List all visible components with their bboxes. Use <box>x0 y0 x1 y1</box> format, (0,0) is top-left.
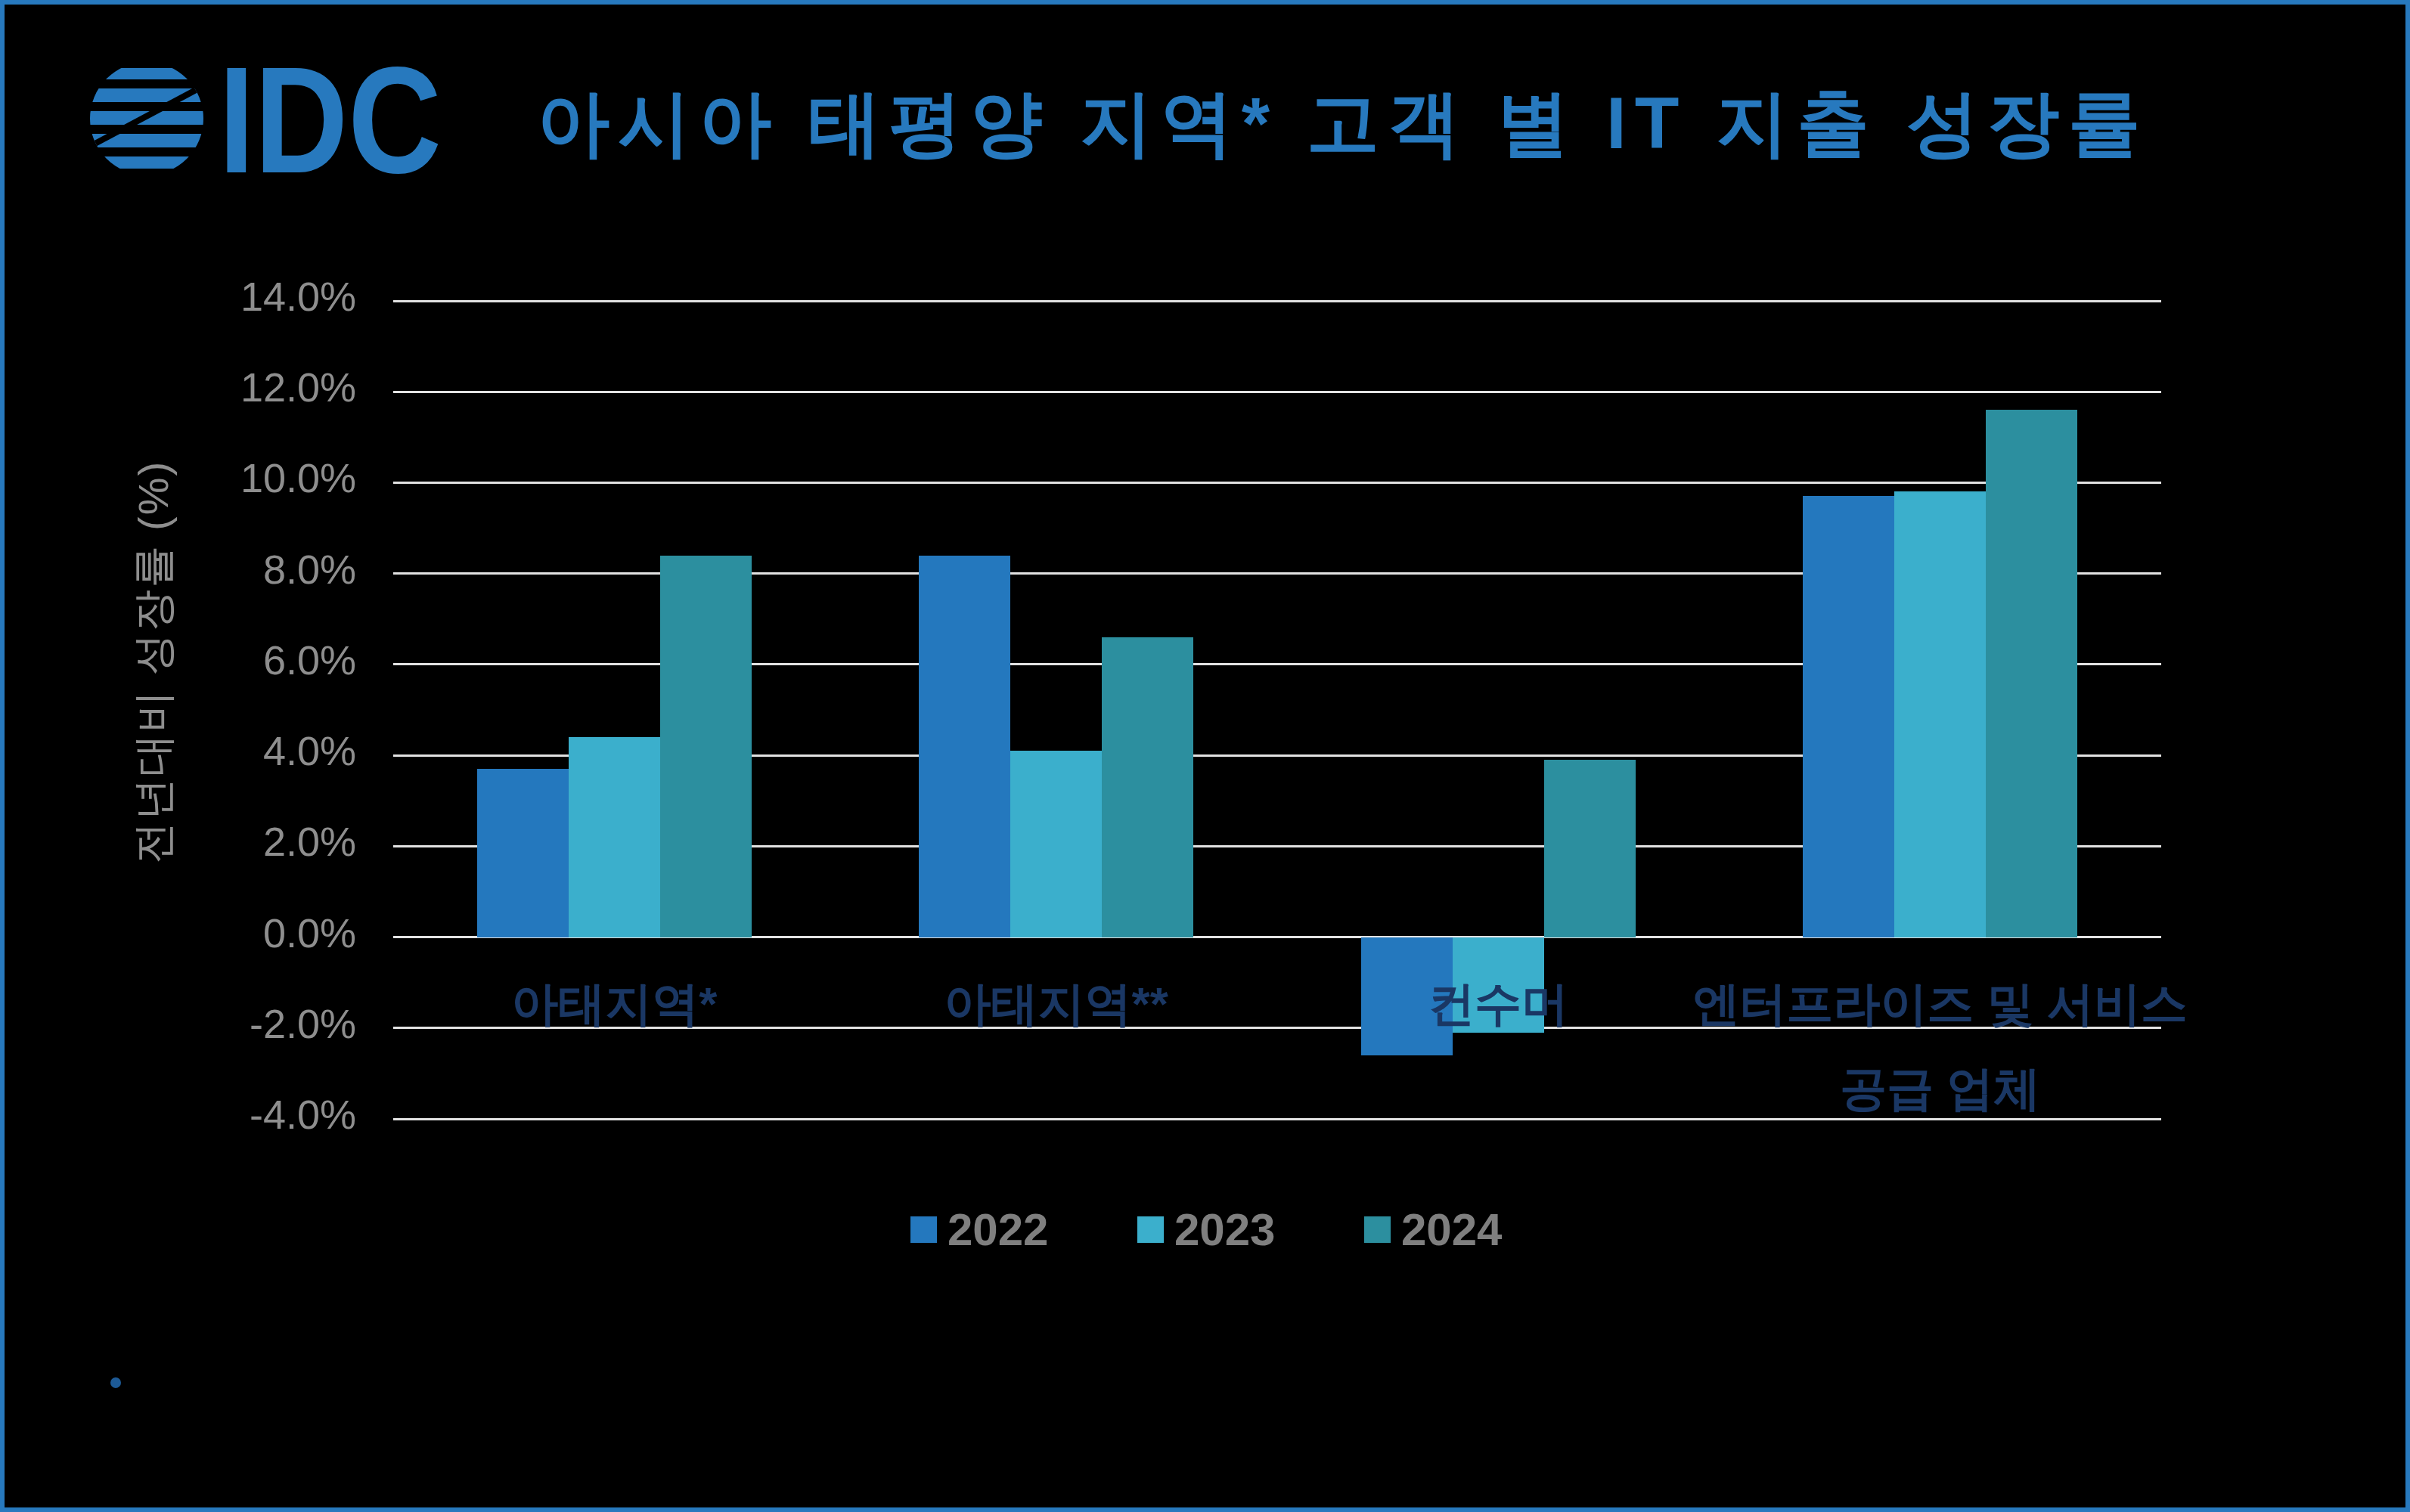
legend-label: 2023 <box>1174 1204 1275 1256</box>
y-tick-label: 10.0% <box>91 454 356 502</box>
bar-2023-아태지역** <box>1010 751 1102 937</box>
y-tick-label: 0.0% <box>91 909 356 957</box>
y-tick-label: 6.0% <box>91 636 356 684</box>
y-tick-label: 2.0% <box>91 817 356 866</box>
category-label: 엔터프라이즈 및 서비스공급 업체 <box>1411 962 2410 1131</box>
legend-item-2022: 2022 <box>910 1204 1137 1256</box>
legend-item-2024: 2024 <box>1364 1204 1591 1256</box>
gridline <box>393 300 2161 302</box>
bar-2022-엔터프라이즈 및 서비스 공급 업체 <box>1803 496 1894 937</box>
idc-logo: IDC <box>90 62 453 175</box>
y-tick-label: -4.0% <box>91 1090 356 1139</box>
legend-swatch-2022 <box>910 1216 937 1243</box>
legend: 2022 2023 2024 <box>910 1204 1591 1256</box>
y-tick-label: 8.0% <box>91 545 356 593</box>
idc-globe-icon <box>90 68 224 169</box>
legend-swatch-2023 <box>1137 1216 1164 1243</box>
gridline <box>393 391 2161 393</box>
footnote-dot <box>110 1377 121 1388</box>
legend-swatch-2024 <box>1364 1216 1391 1243</box>
legend-label: 2022 <box>948 1204 1048 1256</box>
bar-2023-아태지역* <box>569 737 660 937</box>
bar-2024-아태지역** <box>1102 637 1193 937</box>
page: IDC 아시아 태평양 지역* 고객 별 IT 지출 성장률 전년대비 성장률 … <box>0 0 2410 1512</box>
bar-2023-엔터프라이즈 및 서비스 공급 업체 <box>1894 491 1986 937</box>
idc-wordmark: IDC <box>219 62 442 175</box>
bar-2022-아태지역** <box>919 556 1010 937</box>
bar-2022-아태지역* <box>477 769 569 937</box>
y-tick-label: 12.0% <box>91 363 356 411</box>
y-tick-label: 14.0% <box>91 272 356 321</box>
y-tick-label: 4.0% <box>91 727 356 775</box>
bar-2024-엔터프라이즈 및 서비스 공급 업체 <box>1986 410 2077 937</box>
bar-2024-아태지역* <box>660 556 752 937</box>
chart-title: 아시아 태평양 지역* 고객 별 IT 지출 성장률 <box>534 76 2152 174</box>
bar-2024-컨수머 <box>1544 760 1636 937</box>
gridline <box>393 482 2161 484</box>
legend-item-2023: 2023 <box>1137 1204 1364 1256</box>
legend-label: 2024 <box>1401 1204 1502 1256</box>
